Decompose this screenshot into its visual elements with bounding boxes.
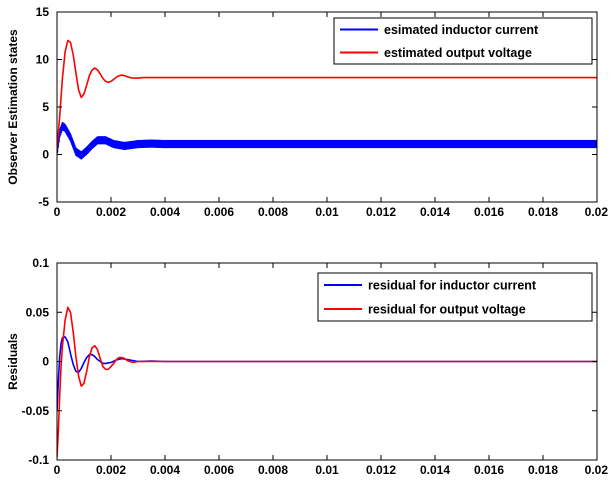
y-tick-label: 0.05 <box>26 305 50 319</box>
x-tick-label: 0.008 <box>258 463 288 477</box>
x-tick-label: 0 <box>54 205 61 219</box>
y-tick-label: -0.1 <box>28 453 49 467</box>
y-axis-label: Residuals <box>6 333 20 390</box>
bottom-plot: 0 0.002 0.004 0.006 0.008 0.01 0.012 0.014 0.016… <box>6 256 608 477</box>
y-tick-label: 0 <box>42 355 49 369</box>
y-tick-label: 10 <box>36 53 50 67</box>
x-tick-label: 0.002 <box>96 205 126 219</box>
x-tick-label: 0.002 <box>96 463 126 477</box>
x-tick-label: 0.012 <box>366 205 396 219</box>
x-tick-label: 0.004 <box>150 463 180 477</box>
x-tick-label: 0.02 <box>585 205 609 219</box>
y-tick-label: -5 <box>38 195 49 209</box>
top-plot: 0 0.002 0.004 0.006 0.008 0.01 0.012 0.014 0.016… <box>6 5 608 219</box>
x-tick-label: 0.008 <box>258 205 288 219</box>
y-axis-label: Observer Estimation states <box>6 29 20 185</box>
x-tick-label: 0.016 <box>474 205 504 219</box>
x-tick-label: 0.02 <box>585 463 609 477</box>
x-tick-label: 0.01 <box>315 463 339 477</box>
x-tick-label: 0.006 <box>204 463 234 477</box>
legend-box <box>333 17 593 65</box>
y-tick-label: 0.1 <box>32 256 49 270</box>
series-line-2 <box>57 39 597 150</box>
y-tick-label: 5 <box>42 100 49 114</box>
x-tick-label: 0.018 <box>528 463 558 477</box>
y-tick-label: 15 <box>36 5 50 19</box>
legend-box <box>317 272 593 322</box>
y-tick-label: 0 <box>42 148 49 162</box>
legend-entry: residual for inductor current <box>368 279 537 293</box>
x-tick-label: 0 <box>54 463 61 477</box>
legend-entry: residual for output voltage <box>368 303 526 317</box>
x-tick-label: 0.004 <box>150 205 180 219</box>
x-tick-label: 0.006 <box>204 205 234 219</box>
legend: residual for inductor current residual fo… <box>317 272 593 322</box>
x-tick-label: 0.014 <box>420 463 450 477</box>
x-tick-label: 0.01 <box>315 205 339 219</box>
y-tick-label: -0.05 <box>22 404 50 418</box>
legend-entry: esimated inductor current <box>384 23 539 37</box>
legend: esimated inductor current estimated outpu… <box>333 17 593 65</box>
legend-entry: estimated output voltage <box>384 46 532 60</box>
x-tick-label: 0.014 <box>420 205 450 219</box>
x-tick-label: 0.016 <box>474 463 504 477</box>
x-tick-label: 0.018 <box>528 205 558 219</box>
series-line-1 <box>57 121 597 160</box>
series-line-2 <box>57 306 597 458</box>
x-tick-label: 0.012 <box>366 463 396 477</box>
